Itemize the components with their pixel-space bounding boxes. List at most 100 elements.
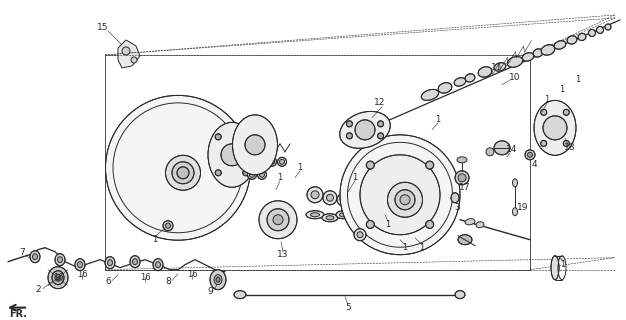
Ellipse shape bbox=[455, 291, 465, 299]
Ellipse shape bbox=[451, 193, 459, 203]
Ellipse shape bbox=[426, 220, 434, 228]
Text: 15: 15 bbox=[97, 23, 109, 32]
Text: 1: 1 bbox=[297, 163, 302, 172]
Ellipse shape bbox=[250, 159, 255, 164]
Text: 4: 4 bbox=[531, 160, 537, 169]
Text: 9: 9 bbox=[207, 287, 213, 296]
Ellipse shape bbox=[310, 213, 319, 217]
Text: 1: 1 bbox=[352, 173, 357, 182]
Ellipse shape bbox=[243, 170, 249, 176]
Ellipse shape bbox=[357, 232, 363, 238]
Ellipse shape bbox=[326, 216, 334, 220]
Ellipse shape bbox=[346, 133, 352, 139]
Ellipse shape bbox=[131, 57, 137, 63]
Ellipse shape bbox=[306, 211, 324, 219]
Ellipse shape bbox=[260, 159, 265, 164]
Text: 3: 3 bbox=[454, 203, 460, 212]
Ellipse shape bbox=[507, 57, 523, 67]
Text: 1: 1 bbox=[403, 243, 408, 252]
Text: 16: 16 bbox=[53, 273, 63, 282]
Ellipse shape bbox=[457, 157, 467, 163]
Ellipse shape bbox=[533, 49, 543, 57]
Ellipse shape bbox=[513, 208, 518, 216]
Ellipse shape bbox=[55, 254, 65, 266]
Ellipse shape bbox=[563, 109, 569, 115]
Ellipse shape bbox=[476, 222, 484, 228]
Ellipse shape bbox=[400, 195, 410, 205]
Ellipse shape bbox=[208, 122, 256, 187]
Text: 8: 8 bbox=[165, 277, 171, 286]
Ellipse shape bbox=[273, 215, 283, 225]
Ellipse shape bbox=[210, 270, 226, 290]
Ellipse shape bbox=[108, 260, 113, 266]
Text: 1: 1 bbox=[575, 76, 581, 84]
Text: 1: 1 bbox=[277, 173, 282, 182]
Ellipse shape bbox=[339, 213, 347, 217]
Ellipse shape bbox=[395, 190, 415, 210]
Text: 1: 1 bbox=[560, 260, 566, 269]
Ellipse shape bbox=[247, 157, 257, 166]
Ellipse shape bbox=[130, 256, 140, 268]
Ellipse shape bbox=[307, 187, 323, 203]
Ellipse shape bbox=[267, 209, 289, 231]
Ellipse shape bbox=[340, 197, 346, 203]
Text: 14: 14 bbox=[506, 145, 518, 154]
Ellipse shape bbox=[588, 29, 595, 36]
Ellipse shape bbox=[543, 116, 567, 140]
Text: 12: 12 bbox=[374, 98, 386, 108]
Ellipse shape bbox=[494, 63, 506, 71]
Ellipse shape bbox=[277, 157, 287, 166]
Ellipse shape bbox=[216, 277, 220, 282]
Text: 17: 17 bbox=[459, 183, 471, 192]
Ellipse shape bbox=[346, 121, 352, 127]
Ellipse shape bbox=[438, 83, 452, 93]
Ellipse shape bbox=[336, 211, 350, 219]
Ellipse shape bbox=[232, 115, 277, 175]
Ellipse shape bbox=[155, 262, 160, 268]
Ellipse shape bbox=[486, 148, 494, 156]
Ellipse shape bbox=[78, 262, 83, 268]
Ellipse shape bbox=[165, 155, 200, 190]
Ellipse shape bbox=[465, 74, 475, 82]
Ellipse shape bbox=[522, 53, 534, 61]
Ellipse shape bbox=[340, 135, 460, 255]
Ellipse shape bbox=[360, 155, 440, 235]
Ellipse shape bbox=[551, 256, 559, 280]
Text: 1: 1 bbox=[152, 235, 158, 244]
Ellipse shape bbox=[58, 257, 63, 263]
Ellipse shape bbox=[259, 201, 297, 239]
Ellipse shape bbox=[270, 159, 274, 164]
Ellipse shape bbox=[245, 135, 265, 155]
Ellipse shape bbox=[55, 274, 61, 281]
Ellipse shape bbox=[534, 100, 576, 155]
Ellipse shape bbox=[366, 220, 374, 228]
Ellipse shape bbox=[163, 221, 173, 231]
Ellipse shape bbox=[106, 95, 250, 240]
Text: 1: 1 bbox=[435, 115, 441, 124]
Text: 6: 6 bbox=[105, 277, 111, 286]
Ellipse shape bbox=[387, 182, 423, 217]
Text: 19: 19 bbox=[517, 203, 529, 212]
Ellipse shape bbox=[458, 174, 466, 182]
Ellipse shape bbox=[215, 170, 221, 176]
Ellipse shape bbox=[311, 191, 319, 199]
Ellipse shape bbox=[355, 120, 375, 140]
Ellipse shape bbox=[478, 67, 492, 77]
Text: 16: 16 bbox=[77, 270, 87, 279]
Ellipse shape bbox=[122, 47, 130, 55]
Ellipse shape bbox=[52, 271, 64, 285]
Ellipse shape bbox=[421, 89, 439, 100]
Ellipse shape bbox=[257, 157, 267, 166]
Text: FR.: FR. bbox=[9, 308, 27, 319]
Ellipse shape bbox=[567, 36, 577, 44]
Ellipse shape bbox=[260, 172, 265, 177]
Ellipse shape bbox=[541, 109, 546, 115]
Ellipse shape bbox=[541, 45, 555, 55]
Ellipse shape bbox=[215, 134, 221, 140]
Ellipse shape bbox=[234, 291, 246, 299]
Text: 18: 18 bbox=[564, 143, 576, 152]
Ellipse shape bbox=[250, 172, 255, 177]
Polygon shape bbox=[118, 40, 140, 68]
Ellipse shape bbox=[75, 259, 85, 271]
Ellipse shape bbox=[494, 141, 510, 155]
